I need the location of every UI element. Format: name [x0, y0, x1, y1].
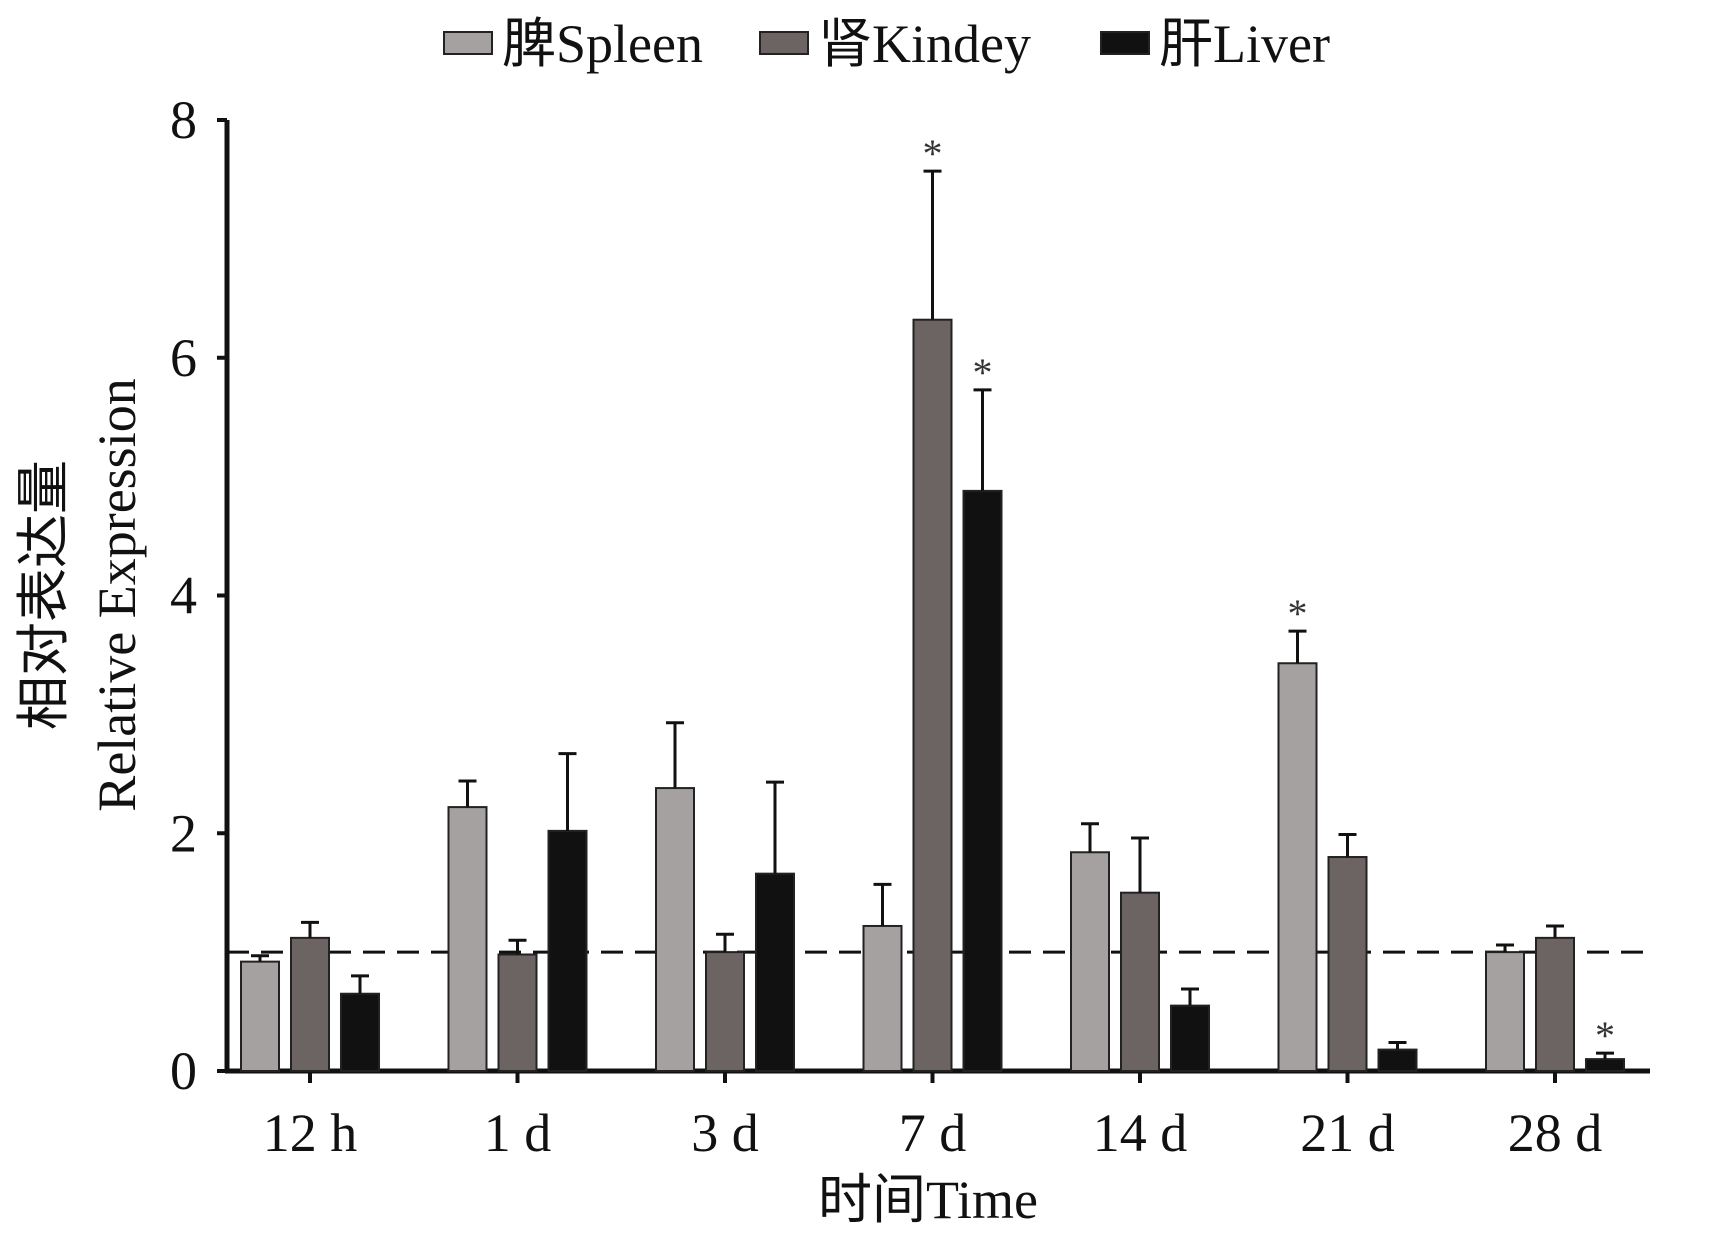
y-tick-label: 2 [170, 803, 197, 863]
legend-label: 脾Spleen [502, 14, 703, 74]
bar [290, 936, 330, 1072]
y-tick-label: 8 [170, 90, 197, 150]
bar [705, 951, 745, 1072]
legend-label: 肝Liver [1159, 14, 1330, 74]
bar [1327, 856, 1368, 1073]
x-axis: 12 h 1 d 3 d 7 d 14 d 21 d 28 d [225, 1068, 1650, 1163]
legend-label: 肾Kindey [818, 14, 1031, 74]
legend-swatch [443, 31, 493, 55]
significance-star: * [1595, 1013, 1615, 1058]
bar [755, 872, 795, 1072]
bar [655, 787, 695, 1072]
bar [1585, 1058, 1625, 1073]
x-tick-label: 7 d [899, 1103, 967, 1163]
bars: * * * * [240, 131, 1625, 1073]
legend-swatch [1100, 31, 1150, 55]
y-axis-title-chinese: 相对表达量 [14, 460, 74, 730]
y-axis: 0 2 4 6 8 [170, 90, 230, 1101]
bar [447, 806, 488, 1072]
legend-swatch [759, 31, 809, 55]
bar [962, 489, 1003, 1072]
significance-star: * [923, 131, 943, 176]
y-tick-label: 4 [170, 566, 197, 626]
bar [1485, 951, 1525, 1072]
bar [547, 829, 588, 1072]
x-tick-label: 3 d [691, 1103, 759, 1163]
y-tick-label: 0 [170, 1041, 197, 1101]
bar [1070, 851, 1110, 1073]
x-tick-label: 21 d [1300, 1103, 1395, 1163]
bar [1377, 1048, 1418, 1073]
bar [340, 992, 380, 1073]
bar [1277, 662, 1318, 1072]
bar [862, 924, 903, 1072]
bar [1120, 891, 1160, 1072]
bar [1170, 1004, 1210, 1073]
legend: 脾Spleen 肾Kindey 肝Liver [443, 14, 1330, 74]
x-tick-label: 14 d [1093, 1103, 1188, 1163]
x-tick-label: 12 h [263, 1103, 358, 1163]
significance-star: * [1288, 591, 1308, 636]
x-axis-title: 时间Time [818, 1170, 1038, 1230]
y-tick-label: 6 [170, 328, 197, 388]
bar [240, 960, 280, 1073]
significance-star: * [973, 350, 993, 395]
bar [912, 318, 953, 1072]
x-tick-label: 28 d [1508, 1103, 1603, 1163]
bar [1535, 936, 1575, 1072]
y-axis-title: Relative Expression [87, 378, 147, 811]
x-tick-label: 1 d [484, 1103, 552, 1163]
bar [497, 953, 538, 1072]
